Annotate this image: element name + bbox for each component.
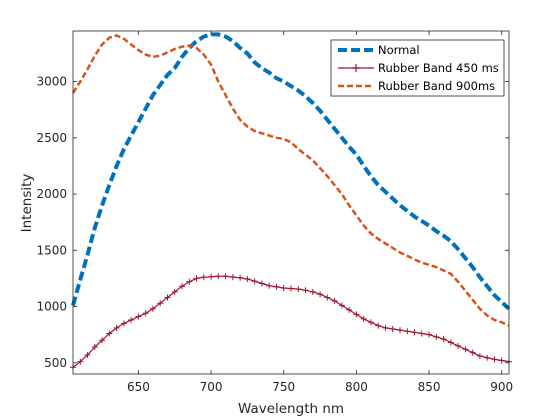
- series-marker-rubber-band-450-ms: [295, 286, 302, 293]
- series-marker-rubber-band-450-ms: [397, 327, 403, 334]
- y-tick-label: 2000: [36, 187, 67, 201]
- x-tick-label: 750: [272, 380, 295, 394]
- series-marker-rubber-band-450-ms: [491, 356, 498, 363]
- y-tick-label: 1500: [36, 243, 67, 257]
- x-axis-label: Wavelength nm: [238, 401, 344, 417]
- x-tick-label: 850: [418, 380, 441, 394]
- series-marker-rubber-band-450-ms: [462, 346, 469, 353]
- series-marker-rubber-band-450-ms: [411, 329, 418, 336]
- series-marker-rubber-band-450-ms: [222, 273, 229, 280]
- legend-marker-rubber-band-450: [352, 64, 360, 72]
- series-marker-rubber-band-450-ms: [389, 326, 396, 332]
- series-marker-rubber-band-450-ms: [382, 324, 389, 331]
- series-marker-rubber-band-450-ms: [186, 278, 193, 285]
- series-marker-rubber-band-450-ms: [476, 353, 483, 359]
- series-marker-rubber-band-450-ms: [447, 339, 454, 346]
- y-axis-ticks: 500 1000 1500 2000 2500 3000: [36, 75, 509, 370]
- series-line-normal: [71, 32, 511, 311]
- legend-label-rubber-band-450: Rubber Band 450 ms: [378, 61, 499, 75]
- series-marker-rubber-band-450-ms: [77, 358, 84, 365]
- series-marker-rubber-band-450-ms: [484, 354, 491, 361]
- series-marker-rubber-band-450-ms: [171, 288, 178, 295]
- series-marker-rubber-band-450-ms: [84, 351, 91, 358]
- y-tick-label: 2500: [36, 131, 67, 145]
- series-marker-rubber-band-450-ms: [149, 305, 156, 312]
- series-marker-rubber-band-450-ms: [164, 294, 171, 301]
- series-marker-rubber-band-450-ms: [142, 310, 149, 317]
- series-marker-rubber-band-450-ms: [498, 357, 505, 364]
- x-tick-label: 800: [345, 380, 368, 394]
- series-marker-rubber-band-450-ms: [455, 342, 462, 349]
- series-marker-rubber-band-450-ms: [99, 337, 106, 344]
- series-marker-rubber-band-450-ms: [179, 283, 185, 290]
- series-marker-rubber-band-450-ms: [324, 294, 331, 301]
- y-tick-label: 3000: [36, 75, 67, 89]
- series-marker-rubber-band-450-ms: [317, 291, 324, 298]
- series-marker-rubber-band-450-ms: [360, 315, 367, 322]
- series-marker-rubber-band-450-ms: [106, 330, 113, 337]
- series-marker-rubber-band-450-ms: [266, 282, 273, 289]
- series-marker-rubber-band-450-ms: [375, 322, 382, 329]
- series-marker-rubber-band-450-ms: [426, 331, 433, 338]
- series-marker-rubber-band-450-ms: [229, 274, 236, 281]
- series-marker-rubber-band-450-ms: [367, 319, 374, 326]
- series-marker-rubber-band-450-ms: [258, 280, 265, 287]
- series-marker-rubber-band-450-ms: [273, 283, 280, 290]
- series-marker-rubber-band-450-ms: [193, 275, 200, 282]
- series-marker-rubber-band-450-ms: [280, 285, 287, 291]
- x-tick-label: 700: [200, 380, 223, 394]
- series-marker-rubber-band-450-ms: [418, 330, 425, 337]
- y-axis-label: Intensity: [19, 174, 35, 233]
- series-marker-rubber-band-450-ms: [157, 300, 164, 307]
- series-marker-rubber-band-450-ms: [469, 349, 476, 356]
- series-marker-rubber-band-450-ms: [288, 285, 294, 292]
- series-marker-rubber-band-450-ms: [353, 311, 360, 318]
- series-marker-rubber-band-450-ms: [338, 302, 345, 309]
- x-tick-label: 650: [127, 380, 150, 394]
- series-marker-rubber-band-450-ms: [244, 276, 251, 282]
- legend-label-normal: Normal: [378, 43, 420, 57]
- series-marker-rubber-band-450-ms: [113, 324, 120, 331]
- series-marker-rubber-band-450-ms: [200, 274, 207, 281]
- series-marker-rubber-band-450-ms: [135, 313, 142, 320]
- series-marker-rubber-band-450-ms: [331, 297, 338, 304]
- series-marker-rubber-band-450-ms: [404, 328, 411, 335]
- series-line-rubber-band-900ms: [71, 34, 510, 327]
- plot-lines: [70, 32, 512, 371]
- series-marker-rubber-band-450-ms: [302, 287, 309, 294]
- plot-area-frame: [72, 30, 510, 375]
- series-marker-rubber-band-450-ms: [433, 333, 440, 340]
- legend: Normal Rubber Band 450 ms Rubber Band 90…: [330, 39, 505, 97]
- series-marker-rubber-band-450-ms: [208, 273, 215, 280]
- series-marker-rubber-band-450-ms: [309, 288, 316, 295]
- y-tick-label: 1000: [36, 300, 67, 314]
- series-marker-rubber-band-450-ms: [440, 336, 447, 343]
- series-marker-rubber-band-450-ms: [251, 278, 258, 285]
- legend-label-rubber-band-900: Rubber Band 900ms: [378, 79, 495, 93]
- series-marker-rubber-band-450-ms: [91, 344, 98, 350]
- x-tick-label: 900: [490, 380, 513, 394]
- y-tick-label: 500: [44, 356, 67, 370]
- series-marker-rubber-band-450-ms: [128, 317, 135, 323]
- series-marker-rubber-band-450-ms: [346, 306, 353, 313]
- series-marker-rubber-band-450-ms: [237, 274, 244, 281]
- x-axis-ticks: 650 700 750 800 850 900: [127, 31, 513, 394]
- series-marker-rubber-band-450-ms: [215, 273, 222, 280]
- series-marker-rubber-band-450-ms: [120, 320, 127, 327]
